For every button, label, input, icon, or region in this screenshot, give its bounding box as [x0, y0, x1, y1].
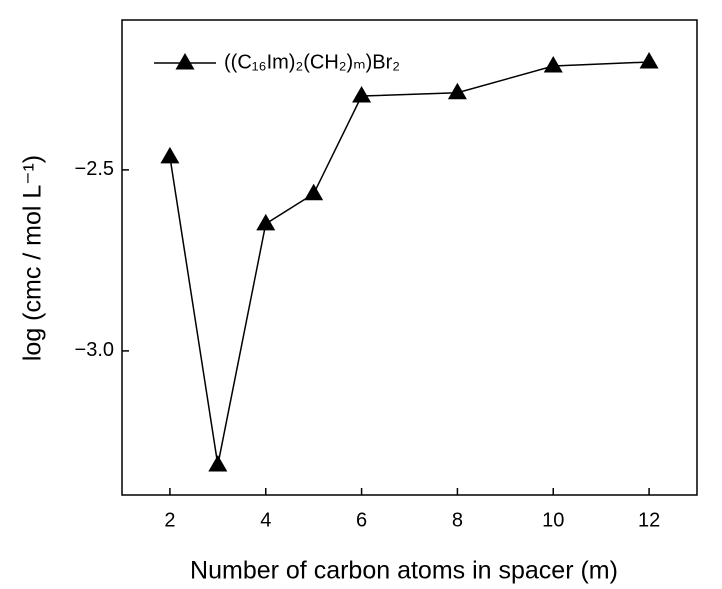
- data-point: [208, 454, 228, 472]
- x-axis-label: Number of carbon atoms in spacer (m): [190, 557, 618, 585]
- y-tick-label: −2.5: [75, 158, 114, 180]
- y-tick-label: −3.0: [75, 339, 114, 361]
- x-tick-label: 6: [356, 509, 367, 531]
- x-tick-label: 12: [638, 509, 660, 531]
- x-tick-label: 10: [542, 509, 564, 531]
- y-axis-label: log (cmc / mol L⁻¹): [19, 155, 47, 361]
- legend-label: ((C₁₆Im)₂(CH₂)ₘ)Br₂: [224, 51, 400, 73]
- x-tick-label: 4: [260, 509, 271, 531]
- data-point: [256, 213, 276, 231]
- data-point: [304, 183, 324, 201]
- data-point: [447, 82, 467, 100]
- data-line: [169, 61, 650, 466]
- x-tick-label: 8: [452, 509, 463, 531]
- legend-marker: [175, 53, 195, 70]
- data-point: [160, 146, 180, 164]
- data-point: [543, 55, 563, 73]
- data-point: [352, 86, 372, 103]
- data-point: [639, 51, 659, 69]
- x-tick-label: 2: [164, 509, 175, 531]
- plot-frame: [121, 19, 698, 496]
